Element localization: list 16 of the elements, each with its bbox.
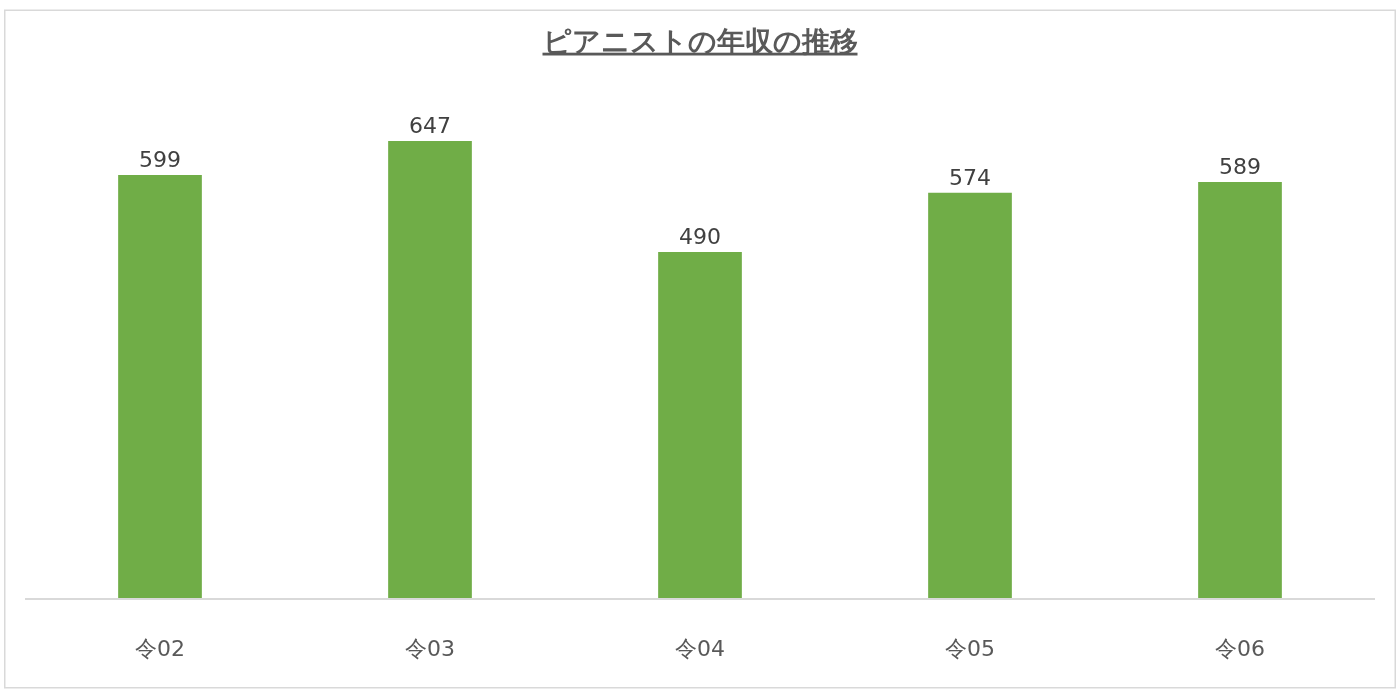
data-label: 490 (679, 223, 721, 249)
data-label: 574 (949, 164, 991, 190)
data-label: 599 (139, 147, 181, 173)
x-tick-label: 令03 (405, 636, 455, 662)
x-tick-label: 令05 (945, 636, 995, 662)
x-tick-label: 令06 (1215, 636, 1265, 662)
data-label: 647 (409, 113, 451, 139)
chart-title: ピアニストの年収の推移 (542, 24, 858, 58)
data-label: 589 (1219, 154, 1261, 180)
bar (388, 141, 472, 598)
bar (118, 175, 202, 598)
bar (928, 192, 1012, 598)
x-tick-label: 令04 (675, 636, 725, 662)
x-tick-label: 令02 (135, 636, 185, 662)
bar (658, 251, 742, 598)
bar (1198, 182, 1282, 598)
